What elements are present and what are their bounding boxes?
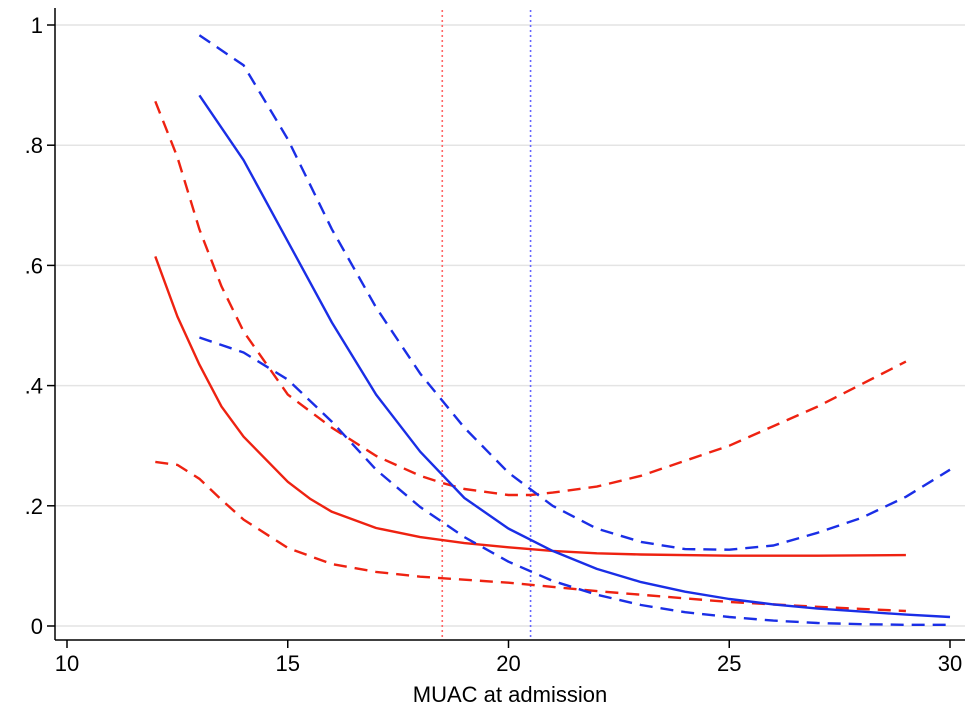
- y-tick-label-5: 1: [31, 13, 43, 38]
- axes: [54, 8, 965, 641]
- y-axis-ticks: 0 .2 .4 .6 .8 1: [25, 13, 55, 639]
- y-tick-label-0: 0: [31, 614, 43, 639]
- series-line-5: [199, 336, 950, 626]
- series-line-0: [154, 255, 906, 557]
- x-tick-label-0: 10: [55, 651, 79, 676]
- x-tick-label-4: 30: [938, 651, 962, 676]
- reference-lines: [441, 10, 532, 640]
- y-tick-label-1: .2: [25, 494, 43, 519]
- y-tick-label-3: .6: [25, 253, 43, 278]
- x-axis-ticks: 10 15 20 25 30: [55, 640, 962, 676]
- x-tick-label-2: 20: [496, 651, 520, 676]
- series-line-2: [155, 460, 906, 613]
- x-tick-label-1: 15: [276, 651, 300, 676]
- y-tick-label-4: .8: [25, 133, 43, 158]
- x-axis-title: MUAC at admission: [413, 682, 607, 707]
- series-line-1: [154, 100, 907, 497]
- x-tick-label-3: 25: [717, 651, 741, 676]
- gridlines: [55, 24, 965, 627]
- series-line-3: [198, 94, 951, 619]
- series-lines: [154, 34, 951, 626]
- y-tick-label-2: .4: [25, 374, 43, 399]
